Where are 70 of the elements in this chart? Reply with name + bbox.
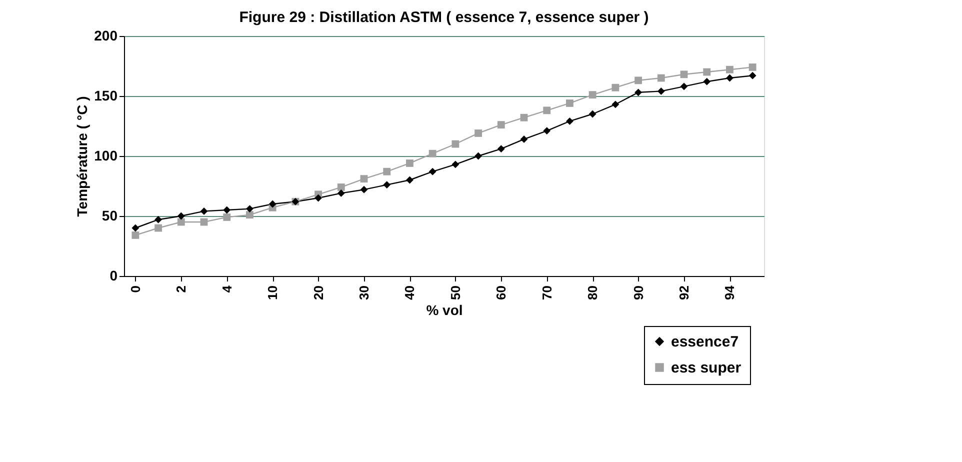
point bbox=[657, 87, 665, 95]
x-tick-label: 90 bbox=[630, 286, 646, 300]
point bbox=[634, 88, 642, 96]
point bbox=[634, 76, 642, 84]
y-tick-label: 200 bbox=[94, 28, 118, 44]
chart-title: Figure 29 : Distillation ASTM ( essence 7, essence super ) bbox=[239, 9, 649, 26]
point bbox=[246, 205, 254, 213]
x-tick-label: 40 bbox=[402, 286, 418, 300]
point bbox=[680, 70, 688, 78]
point bbox=[268, 200, 276, 208]
x-tick-label: 70 bbox=[539, 286, 554, 300]
point bbox=[703, 78, 711, 86]
point bbox=[360, 186, 368, 194]
point bbox=[428, 150, 436, 158]
point bbox=[452, 140, 460, 148]
point bbox=[428, 168, 436, 176]
point bbox=[337, 189, 345, 197]
x-tick-label: 4 bbox=[219, 284, 234, 293]
x-tick-label: 2 bbox=[174, 286, 189, 293]
point bbox=[543, 106, 551, 114]
point bbox=[520, 135, 528, 143]
y-tick-label: 100 bbox=[94, 148, 118, 164]
point bbox=[383, 168, 391, 176]
point bbox=[132, 224, 140, 232]
point bbox=[223, 213, 231, 221]
point bbox=[588, 91, 596, 99]
point bbox=[132, 231, 140, 239]
x-tick-label: 10 bbox=[265, 286, 280, 300]
legend-label: essence7 bbox=[671, 334, 739, 350]
point bbox=[566, 117, 574, 125]
point bbox=[360, 175, 368, 183]
x-tick-label: 94 bbox=[722, 284, 738, 300]
point bbox=[337, 183, 345, 191]
point bbox=[177, 218, 185, 226]
point bbox=[154, 216, 162, 224]
point bbox=[474, 129, 482, 137]
x-tick-label: 92 bbox=[676, 286, 692, 300]
point bbox=[246, 211, 254, 219]
y-tick-label: 50 bbox=[102, 208, 118, 224]
x-tick-label: 50 bbox=[448, 286, 463, 300]
point bbox=[177, 212, 185, 220]
point bbox=[497, 121, 505, 129]
point bbox=[566, 99, 574, 107]
point bbox=[406, 159, 414, 167]
x-tick-label: 30 bbox=[356, 286, 372, 300]
point bbox=[452, 160, 460, 168]
point bbox=[520, 114, 528, 122]
point bbox=[703, 68, 711, 76]
y-axis-title: Température ( °C ) bbox=[74, 96, 90, 217]
x-tick-label: 20 bbox=[310, 286, 326, 300]
point bbox=[748, 72, 756, 80]
point bbox=[748, 63, 756, 71]
point bbox=[588, 110, 596, 118]
point bbox=[726, 66, 734, 74]
point bbox=[657, 74, 665, 82]
point bbox=[543, 127, 551, 135]
point bbox=[383, 181, 391, 189]
y-tick-label: 150 bbox=[94, 88, 118, 104]
x-tick-label: 80 bbox=[585, 286, 600, 300]
point bbox=[612, 100, 620, 108]
point bbox=[497, 145, 505, 153]
point bbox=[680, 82, 688, 90]
legend-label: ess super bbox=[671, 360, 742, 376]
point bbox=[200, 207, 208, 215]
point bbox=[154, 224, 162, 232]
point bbox=[612, 84, 620, 92]
x-tick-label: 0 bbox=[128, 286, 143, 293]
point bbox=[223, 206, 231, 214]
x-axis-title: % vol bbox=[426, 302, 463, 318]
x-tick-label: 60 bbox=[494, 286, 509, 300]
